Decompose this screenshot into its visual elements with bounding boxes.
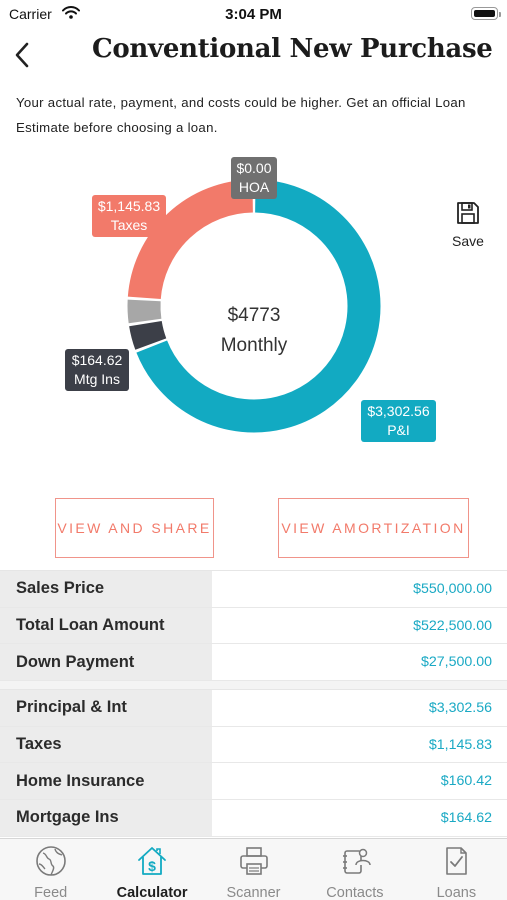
- tab-feed[interactable]: Feed: [0, 839, 101, 900]
- carrier-label: Carrier: [9, 6, 52, 22]
- mtg-ins-label: Mtg Ins: [74, 371, 120, 387]
- row-label: Principal & Int: [0, 690, 212, 726]
- row-value: $160.42: [440, 773, 492, 790]
- tab-loans[interactable]: Loans: [406, 839, 507, 900]
- row-label: Home Insurance: [0, 763, 212, 800]
- row-value: $3,302.56: [428, 699, 492, 716]
- save-label: Save: [452, 233, 484, 249]
- page-title: Conventional New Purchase: [92, 34, 493, 64]
- row-value: $550,000.00: [413, 580, 492, 597]
- taxes-label: Taxes: [110, 217, 148, 233]
- taxes-value: $1,145.83: [97, 198, 161, 214]
- table-row: Sales Price $550,000.00: [0, 571, 507, 608]
- table-row: Principal & Int $3,302.56: [0, 690, 507, 727]
- table-row: Total Loan Amount $522,500.00: [0, 607, 507, 645]
- tab-label: Feed: [34, 885, 68, 900]
- hoa-label: HOA: [238, 179, 270, 195]
- view-amortization-button[interactable]: VIEW AMORTIZATION: [278, 498, 469, 558]
- row-value: $27,500.00: [420, 654, 492, 671]
- donut-slice-p-i: [136, 179, 381, 433]
- contacts-icon: [339, 845, 371, 882]
- loan-summary-table: Sales Price $550,000.00 Total Loan Amoun…: [0, 570, 507, 682]
- status-bar: Carrier 3:04 PM: [0, 0, 507, 30]
- row-label: Down Payment: [0, 644, 212, 681]
- wifi-icon: [62, 6, 80, 24]
- tab-label: Calculator: [116, 885, 188, 900]
- row-label: Taxes: [0, 726, 212, 763]
- back-chevron-icon[interactable]: [12, 40, 34, 70]
- tab-label: Scanner: [226, 885, 281, 900]
- printer-icon: [238, 845, 270, 882]
- taxes-callout: $1,145.83 Taxes: [92, 195, 166, 237]
- table-row: Home Insurance $160.42: [0, 763, 507, 801]
- nav-bar: Conventional New Purchase: [0, 30, 507, 80]
- pi-value: $3,302.56: [367, 403, 430, 419]
- floppy-disk-icon: [455, 202, 481, 230]
- section-divider: [0, 681, 507, 689]
- view-and-share-button[interactable]: VIEW AND SHARE: [55, 498, 214, 558]
- hoa-callout: $0.00 HOA: [231, 157, 277, 199]
- row-value: $164.62: [440, 809, 492, 826]
- table-row: Taxes $1,145.83: [0, 726, 507, 764]
- donut-slice-mtg-ins: [129, 320, 167, 350]
- center-label: Monthly: [221, 335, 288, 356]
- save-button[interactable]: Save: [448, 200, 488, 250]
- disclaimer-text: Your actual rate, payment, and costs cou…: [16, 95, 466, 135]
- mtg-ins-value: $164.62: [71, 352, 123, 368]
- mtg-ins-callout: $164.62 Mtg Ins: [65, 349, 129, 391]
- tab-label: Loans: [436, 885, 477, 900]
- pi-label: P&I: [387, 422, 410, 438]
- hoa-value: $0.00: [236, 160, 272, 176]
- tab-bar: Feed $ Calculator Scanner: [0, 838, 507, 900]
- status-time: 3:04 PM: [225, 6, 282, 23]
- battery-icon: [471, 7, 501, 20]
- row-value: $1,145.83: [428, 736, 492, 753]
- donut-slice-home-insurance: [127, 299, 162, 324]
- row-label: Total Loan Amount: [0, 607, 212, 644]
- tab-calculator[interactable]: $ Calculator: [101, 839, 202, 900]
- table-row: Down Payment $27,500.00: [0, 644, 507, 682]
- svg-text:$: $: [148, 858, 156, 874]
- tab-label: Contacts: [326, 885, 384, 900]
- row-label: Sales Price: [0, 571, 212, 607]
- row-label: Mortgage Ins: [0, 800, 212, 836]
- globe-icon: [35, 845, 67, 882]
- payment-breakdown-table: Principal & Int $3,302.56 Taxes $1,145.8…: [0, 689, 507, 837]
- document-check-icon: [440, 845, 472, 882]
- row-value: $522,500.00: [413, 617, 492, 634]
- center-value: $4773: [228, 305, 281, 326]
- pi-callout: $3,302.56 P&I: [361, 400, 436, 442]
- table-row: Mortgage Ins $164.62: [0, 800, 507, 837]
- house-dollar-icon: $: [136, 845, 168, 882]
- tab-contacts[interactable]: Contacts: [304, 839, 405, 900]
- tab-scanner[interactable]: Scanner: [203, 839, 304, 900]
